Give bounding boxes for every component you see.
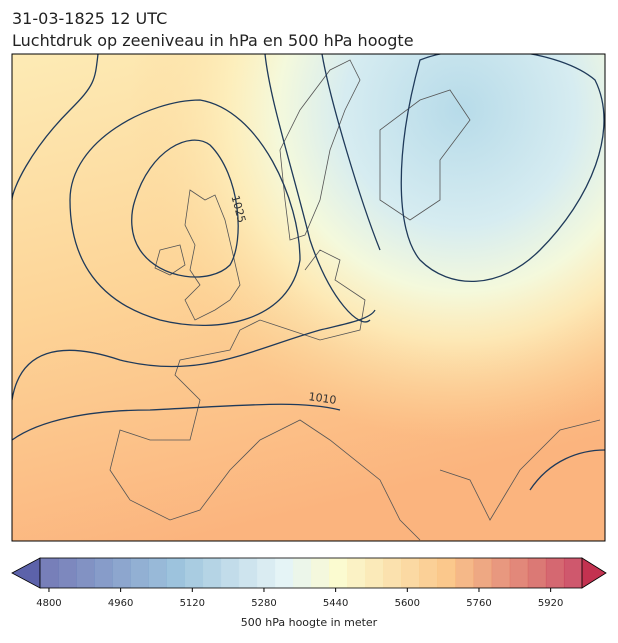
colorbar-step xyxy=(473,558,493,588)
colorbar-label: 500 hPa hoogte in meter xyxy=(241,616,378,629)
colorbar-step xyxy=(509,558,529,588)
colorbar-extend xyxy=(581,557,607,589)
colorbar-step xyxy=(256,558,276,588)
colorbar-step xyxy=(401,558,420,588)
colorbar-step xyxy=(292,558,312,588)
colorbar-tick-label: 5120 xyxy=(180,598,205,609)
map xyxy=(12,54,605,541)
date-title: 31-03-1825 12 UTC xyxy=(12,9,167,28)
colorbar-step xyxy=(419,558,438,588)
colorbar-tick-label: 4800 xyxy=(36,598,61,609)
colorbar-step xyxy=(311,558,330,588)
colorbar-step xyxy=(148,558,167,588)
colorbar-extend xyxy=(11,557,41,589)
colorbar-step xyxy=(76,558,95,588)
colorbar-step xyxy=(112,558,131,588)
colorbar-step xyxy=(527,558,547,588)
colorbar-step xyxy=(347,558,366,588)
isobars xyxy=(12,54,605,491)
colorbar-step xyxy=(491,558,511,588)
map-frame xyxy=(11,53,606,542)
colorbar-step xyxy=(94,558,113,588)
colorbar-step xyxy=(455,558,475,588)
colorbar-step xyxy=(130,558,149,588)
colorbar-tick-label: 5440 xyxy=(323,598,348,609)
colorbar-tick-label: 5920 xyxy=(538,598,563,609)
coastlines xyxy=(109,59,601,541)
colorbar-step xyxy=(365,558,384,588)
colorbar-step xyxy=(437,558,457,588)
colorbar-step xyxy=(545,558,565,588)
colorbar-step xyxy=(563,558,583,588)
colorbar-step xyxy=(329,558,348,588)
colorbar-step xyxy=(184,558,204,588)
colorbar-tick-label: 5600 xyxy=(395,598,420,609)
colorbar: 4800 4960 5120 5280 5440 5600 5760 5920 xyxy=(11,557,607,609)
colorbar-step xyxy=(202,558,222,588)
colorbar-step xyxy=(220,558,240,588)
colorbar-step xyxy=(274,558,294,588)
colorbar-tick-label: 5280 xyxy=(251,598,276,609)
isobar-label: 1010 xyxy=(308,390,338,407)
colorbar-step xyxy=(383,558,402,588)
colorbar-step xyxy=(40,558,59,588)
colorbar-frame xyxy=(39,557,583,589)
colorbar-step xyxy=(238,558,258,588)
colorbar-tick-label: 4960 xyxy=(108,598,133,609)
colorbar-step xyxy=(166,558,186,588)
colorbar-tick-label: 5760 xyxy=(466,598,491,609)
colorbar-step xyxy=(58,558,77,588)
map-title: Luchtdruk op zeeniveau in hPa en 500 hPa… xyxy=(12,31,414,50)
